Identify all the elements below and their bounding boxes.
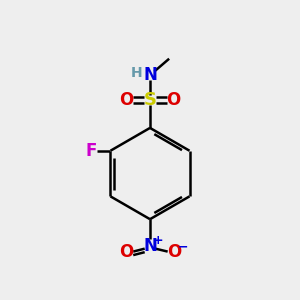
Text: O: O (167, 243, 181, 261)
Text: O: O (119, 243, 134, 261)
Text: −: − (177, 241, 188, 254)
Text: N: N (143, 66, 157, 84)
Text: O: O (119, 91, 134, 109)
Text: H: H (131, 66, 142, 80)
Text: +: + (153, 234, 164, 247)
Text: F: F (85, 142, 97, 160)
Text: O: O (167, 91, 181, 109)
Text: S: S (143, 91, 157, 109)
Text: N: N (143, 237, 157, 255)
